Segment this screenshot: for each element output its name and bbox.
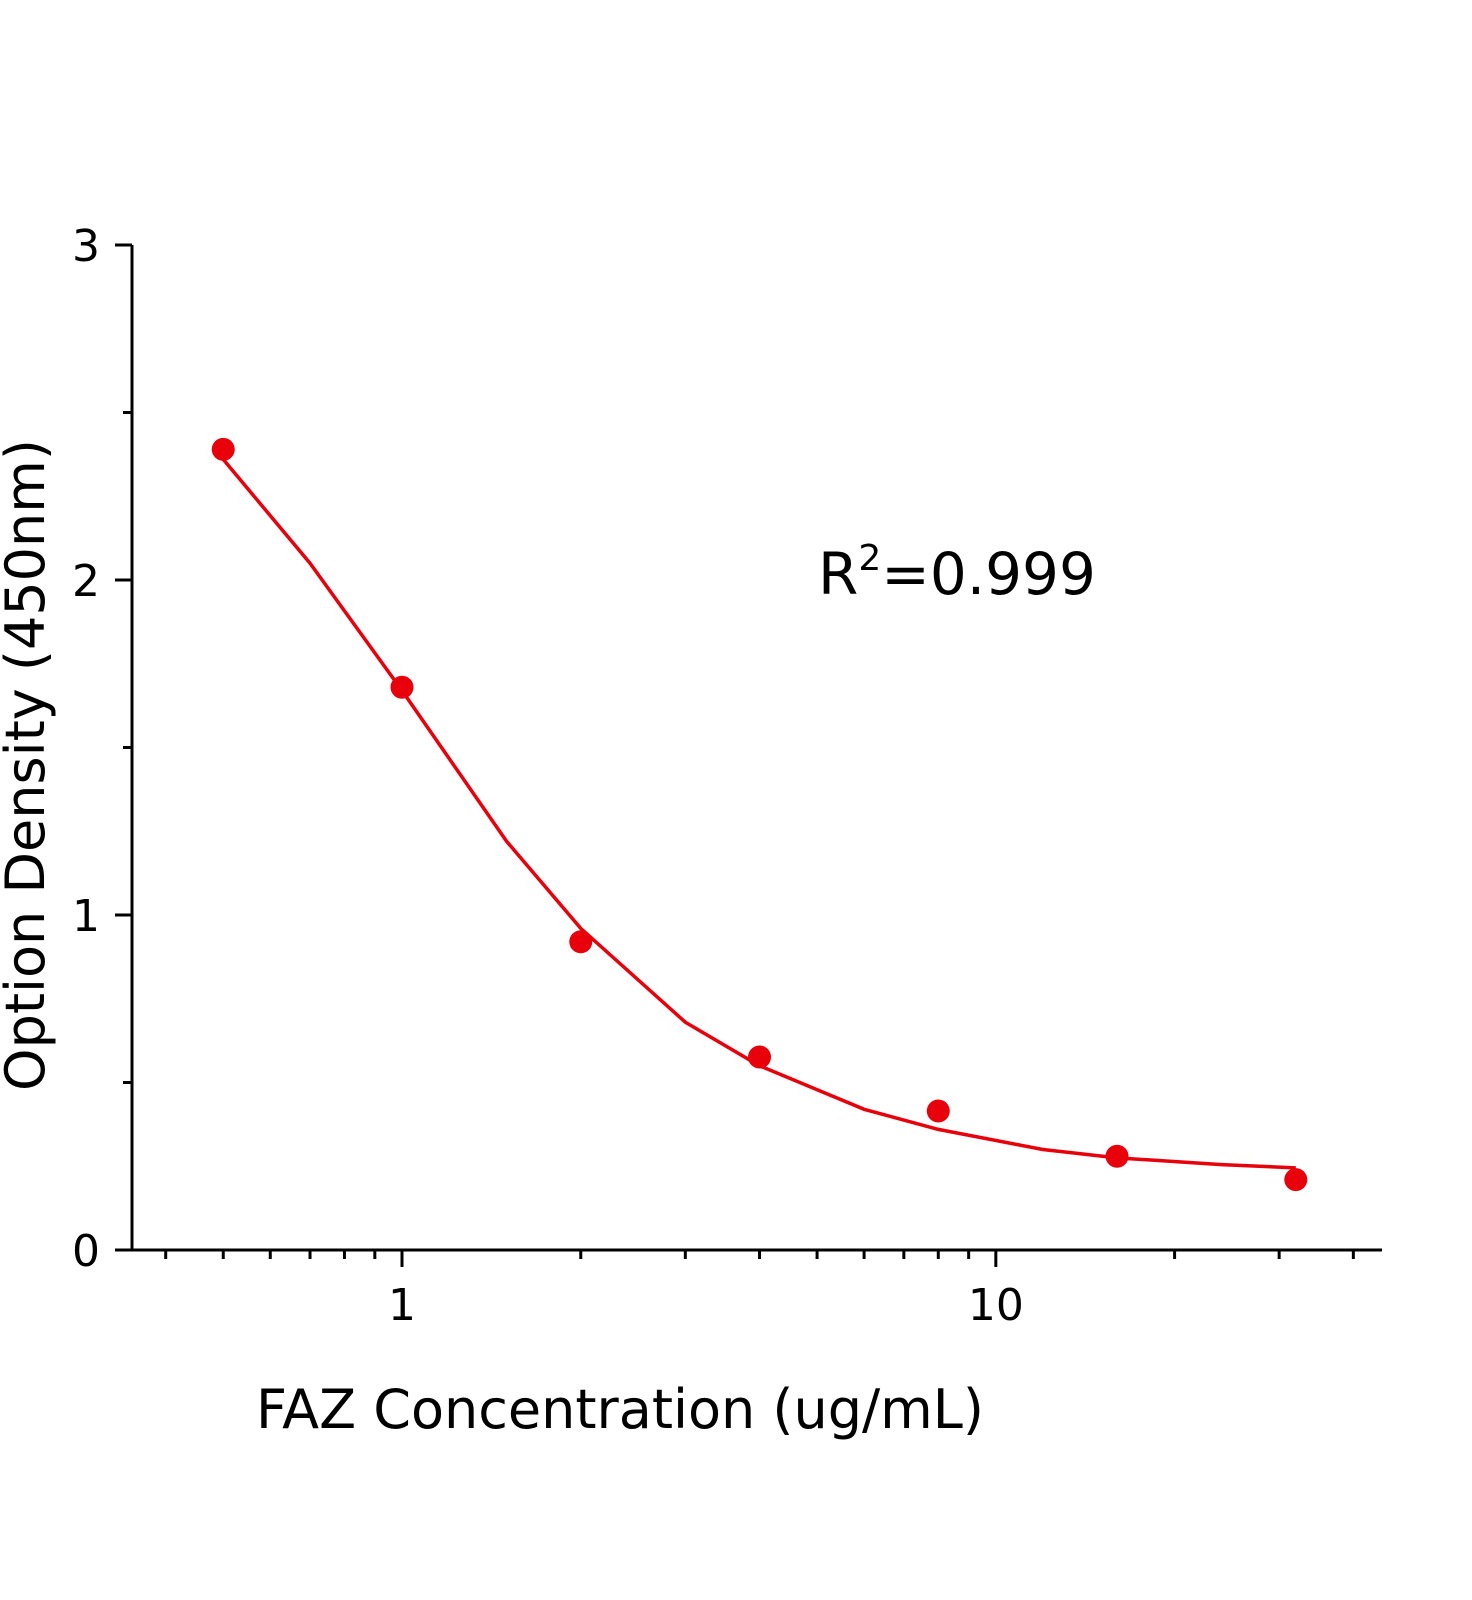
data-point — [748, 1045, 772, 1069]
y-tick-label: 3 — [72, 221, 100, 272]
y-axis-title: Option Density (450nm) — [0, 439, 57, 1091]
data-point — [1284, 1168, 1308, 1192]
x-tick-label: 1 — [388, 1280, 416, 1331]
y-tick-label: 2 — [72, 556, 100, 607]
data-point — [211, 437, 235, 461]
data-point — [926, 1099, 950, 1123]
y-tick-label: 0 — [72, 1226, 100, 1277]
annotation-text: R — [818, 540, 858, 608]
y-tick-label: 1 — [72, 891, 100, 942]
x-axis-title: FAZ Concentration (ug/mL) — [256, 1378, 984, 1441]
annotation-superscript: 2 — [858, 538, 881, 579]
data-point — [569, 930, 593, 954]
x-tick-label: 10 — [968, 1280, 1024, 1331]
data-point — [1105, 1144, 1129, 1168]
annotation-text: =0.999 — [881, 540, 1096, 608]
annotation: R2=0.999 — [818, 538, 1096, 608]
data-point — [390, 675, 414, 699]
